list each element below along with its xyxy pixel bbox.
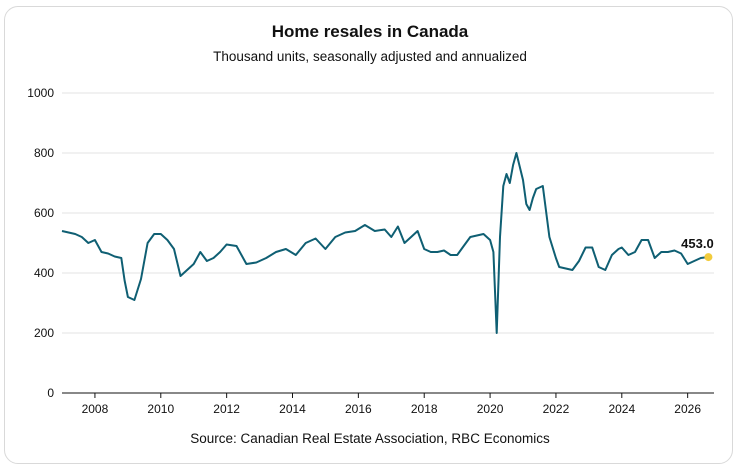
x-tick-label: 2018 — [411, 402, 438, 416]
y-tick-label: 1000 — [27, 86, 54, 100]
y-tick-label: 0 — [47, 386, 54, 400]
y-tick-label: 600 — [34, 206, 54, 220]
chart-title: Home resales in Canada — [271, 22, 469, 41]
x-axis-ticks: 2008 2010 2012 2014 2016 2018 2020 2022 2024 2026 — [82, 393, 701, 416]
y-axis-ticks: 0 200 400 600 800 1000 — [27, 86, 54, 400]
y-tick-label: 400 — [34, 266, 54, 280]
x-tick-label: 2026 — [674, 402, 701, 416]
x-tick-label: 2024 — [608, 402, 635, 416]
y-tick-label: 800 — [34, 146, 54, 160]
x-tick-label: 2010 — [147, 402, 174, 416]
x-tick-label: 2008 — [82, 402, 109, 416]
chart-source: Source: Canadian Real Estate Association… — [190, 431, 550, 446]
x-tick-label: 2016 — [345, 402, 372, 416]
end-point-marker — [704, 253, 713, 262]
x-tick-label: 2012 — [213, 402, 240, 416]
gridlines — [62, 92, 714, 334]
series-line — [61, 152, 708, 334]
x-tick-label: 2014 — [279, 402, 306, 416]
x-tick-label: 2022 — [543, 402, 570, 416]
end-value-label: 453.0 — [681, 236, 714, 251]
y-tick-label: 200 — [34, 326, 54, 340]
x-tick-label: 2020 — [477, 402, 504, 416]
chart-subtitle: Thousand units, seasonally adjusted and … — [213, 49, 527, 64]
chart-card — [4, 6, 733, 464]
